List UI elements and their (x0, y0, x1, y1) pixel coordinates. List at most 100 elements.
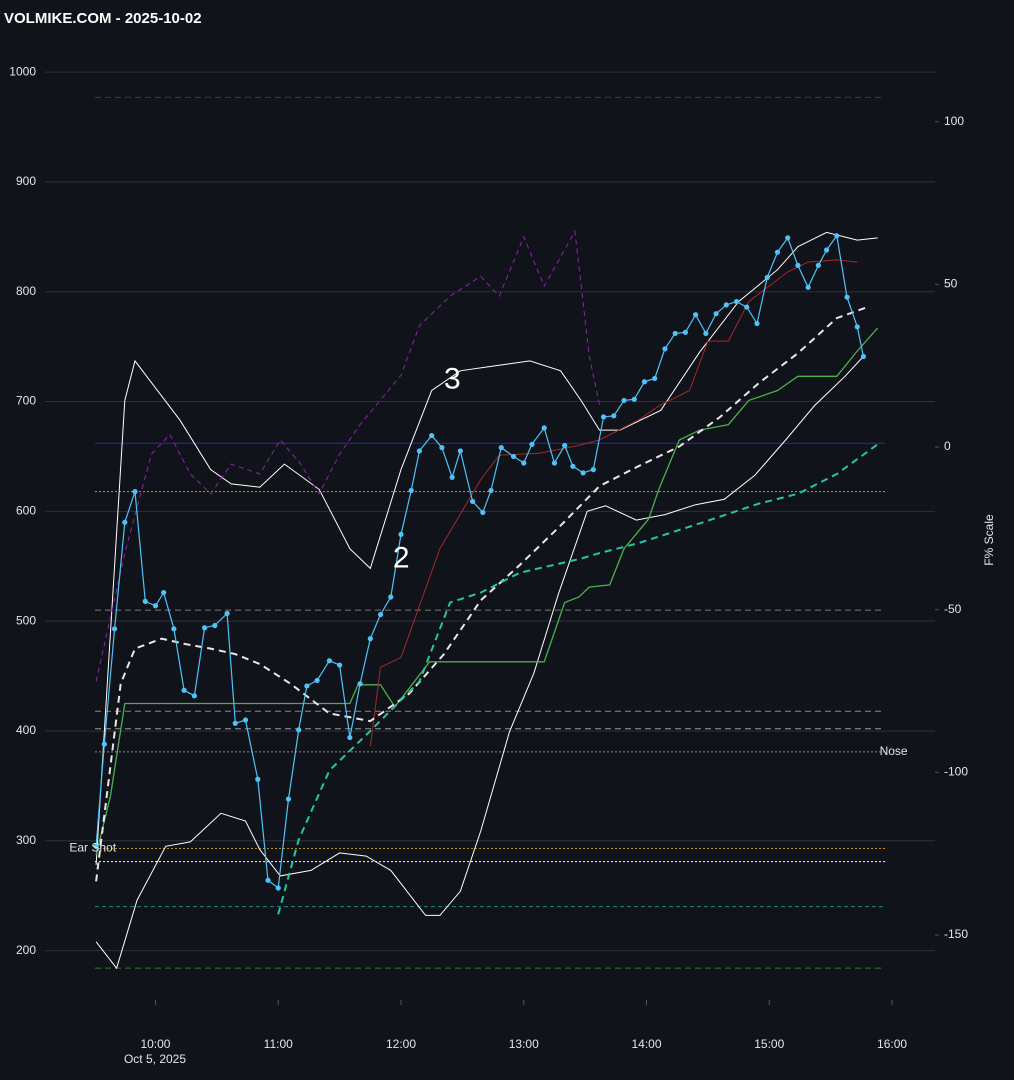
data-point (510, 453, 517, 460)
data-point (860, 353, 866, 360)
data-point (641, 379, 648, 385)
series-line (95, 234, 864, 890)
data-point (672, 330, 678, 337)
data-point (314, 677, 320, 684)
data-point (439, 445, 445, 451)
x-tick-label: 10:00 (140, 1037, 170, 1051)
data-point (398, 531, 404, 537)
data-point (457, 448, 463, 454)
data-point (347, 734, 353, 741)
data-point (212, 622, 218, 629)
data-point (488, 487, 494, 494)
series-line (369, 259, 858, 747)
data-point (723, 302, 729, 308)
series-line (95, 306, 868, 882)
data-point (201, 625, 208, 631)
data-point (854, 324, 860, 330)
data-point (611, 413, 617, 419)
data-point (304, 683, 310, 689)
x-tick-label: 15:00 (754, 1037, 784, 1051)
data-point (255, 776, 261, 782)
data-point (805, 284, 811, 290)
data-point (562, 442, 568, 449)
series-line (95, 229, 600, 682)
data-point (337, 662, 343, 668)
y-tick-label: 600 (16, 504, 36, 518)
data-point (733, 298, 740, 305)
y2-tick-label: -150 (944, 927, 968, 941)
data-point (815, 262, 821, 268)
data-point (357, 681, 363, 687)
data-point (570, 463, 576, 469)
data-point (101, 741, 107, 747)
data-point (834, 233, 840, 239)
data-point (795, 262, 801, 268)
data-point (590, 467, 596, 473)
data-point (449, 474, 455, 480)
data-point (682, 329, 688, 335)
x-tick-label: 14:00 (632, 1037, 662, 1051)
data-point (171, 626, 177, 632)
data-point (652, 375, 658, 382)
data-point (242, 717, 249, 723)
data-point (429, 432, 435, 439)
data-point (232, 720, 238, 726)
y2-axis-title: F% Scale (982, 514, 996, 566)
annotation: 2 (393, 542, 410, 575)
y2-tick-label: -100 (944, 764, 968, 778)
series-line (277, 443, 879, 915)
y-tick-label: 700 (16, 394, 36, 408)
data-point (823, 247, 830, 253)
data-point (541, 425, 547, 431)
data-point (388, 594, 394, 600)
y2-tick-label: 0 (944, 439, 951, 453)
series-line (95, 356, 864, 970)
x-tick-label: 11:00 (264, 1037, 293, 1051)
chart-title: VOLMIKE.COM - 2025-10-02 (4, 10, 202, 27)
y-tick-label: 800 (16, 284, 36, 298)
data-point (703, 330, 709, 337)
data-point (416, 448, 423, 454)
y-tick-label: 300 (16, 833, 36, 847)
series-line (95, 231, 878, 865)
data-point (377, 611, 384, 618)
data-point (693, 312, 699, 318)
data-point (191, 693, 197, 699)
date-label: Oct 5, 2025 (124, 1052, 186, 1066)
data-point (764, 274, 770, 281)
annotation: Ear Shot (69, 841, 116, 855)
y-tick-label: 1000 (9, 64, 36, 78)
data-point (408, 487, 414, 494)
data-point (529, 441, 535, 447)
y2-tick-label: -50 (944, 602, 962, 616)
y-tick-label: 500 (16, 613, 36, 627)
data-point (296, 727, 302, 733)
data-point (631, 396, 637, 402)
data-point (275, 885, 281, 891)
data-point (161, 589, 167, 596)
annotation: Nose (880, 744, 908, 758)
data-point (367, 636, 373, 642)
data-point (122, 519, 128, 525)
y-tick-label: 900 (16, 174, 36, 188)
data-point (662, 346, 668, 352)
x-tick-label: 12:00 (386, 1037, 416, 1051)
data-point (224, 610, 230, 617)
data-point (774, 249, 781, 255)
data-point (285, 796, 292, 802)
data-point (181, 687, 187, 693)
data-point (521, 460, 527, 466)
data-point (142, 598, 148, 604)
series-line (95, 327, 879, 856)
data-point (93, 843, 99, 849)
data-point (111, 626, 118, 632)
data-point (744, 304, 750, 310)
x-tick-label: 13:00 (509, 1037, 539, 1051)
annotation: 3 (444, 363, 461, 396)
data-point (265, 877, 271, 883)
data-point (326, 658, 332, 664)
data-point (754, 320, 760, 327)
data-point (621, 397, 627, 404)
